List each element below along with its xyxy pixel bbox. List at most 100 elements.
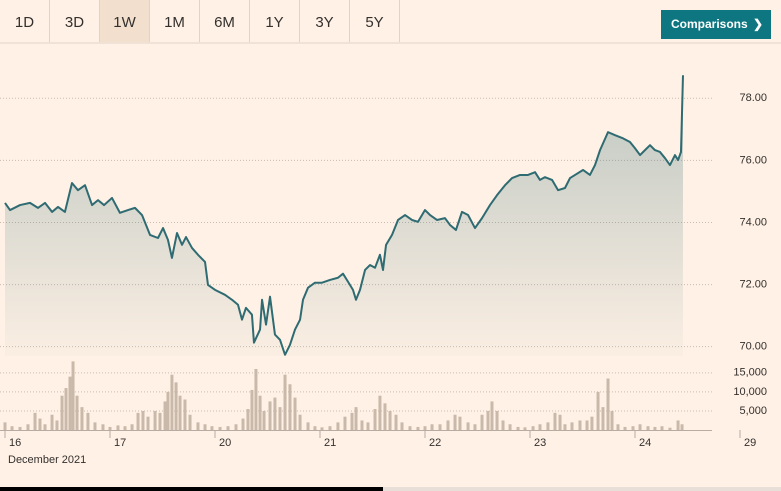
volume-bar bbox=[178, 395, 182, 430]
range-button[interactable]: 3D bbox=[50, 0, 100, 42]
volume-bar bbox=[293, 397, 297, 430]
volume-bar bbox=[378, 395, 382, 430]
volume-bar bbox=[246, 409, 250, 430]
volume-bar bbox=[680, 424, 684, 430]
comparisons-button[interactable]: Comparisons ❯ bbox=[661, 10, 771, 39]
volume-bar bbox=[158, 412, 162, 430]
volume-bar bbox=[486, 410, 490, 430]
volume-bar bbox=[123, 426, 127, 430]
volume-bar bbox=[570, 422, 574, 430]
volume-bar bbox=[3, 422, 7, 430]
volume-bar bbox=[416, 426, 420, 430]
volume-bar bbox=[320, 427, 324, 430]
volume-bar bbox=[33, 412, 37, 430]
volume-bar bbox=[473, 424, 477, 430]
y-tick-label: 76.00 bbox=[739, 154, 767, 166]
range-bar: 1D 3D 1W 1M 6M 1Y 3Y 5Y bbox=[0, 0, 781, 43]
volume-bar bbox=[250, 389, 254, 430]
volume-bar bbox=[210, 426, 214, 430]
volume-bar bbox=[388, 410, 392, 430]
volume-bar bbox=[596, 391, 600, 430]
y-tick-label: 10,000 bbox=[733, 386, 767, 398]
volume-bar bbox=[71, 361, 75, 430]
volume-bar bbox=[18, 426, 22, 430]
range-button[interactable]: 1Y bbox=[250, 0, 300, 42]
volume-bar bbox=[523, 427, 527, 430]
volume-bar bbox=[130, 424, 134, 430]
volume-bar bbox=[10, 426, 14, 430]
volume-bar bbox=[668, 427, 672, 430]
volume-bar bbox=[516, 426, 520, 430]
volume-bar bbox=[313, 426, 317, 430]
volume-bar bbox=[606, 378, 610, 430]
volume-bar bbox=[80, 407, 84, 430]
range-button[interactable]: 1M bbox=[150, 0, 200, 42]
x-tick-label: 22 bbox=[429, 437, 441, 449]
volume-bar bbox=[241, 418, 245, 430]
volume-bar bbox=[108, 426, 112, 430]
y-tick-label: 74.00 bbox=[739, 216, 767, 228]
volume-bar bbox=[563, 424, 567, 430]
volume-bar bbox=[343, 416, 347, 430]
volume-bar bbox=[328, 426, 332, 430]
volume-bar bbox=[258, 395, 262, 430]
volume-bar bbox=[623, 426, 627, 430]
y-tick-label: 72.00 bbox=[739, 278, 767, 290]
volume-bar bbox=[631, 426, 635, 430]
volume-bar bbox=[360, 420, 364, 430]
volume-bar bbox=[153, 410, 157, 430]
range-button[interactable]: 5Y bbox=[350, 0, 400, 42]
volume-bar bbox=[660, 426, 664, 430]
volume-bar bbox=[60, 395, 64, 430]
volume-bar bbox=[196, 422, 200, 430]
volume-bar bbox=[458, 416, 462, 430]
volume-bar bbox=[183, 399, 187, 430]
volume-bar bbox=[495, 410, 499, 430]
volume-bar bbox=[394, 414, 398, 430]
volume-bar bbox=[55, 420, 59, 430]
volume-bar bbox=[366, 422, 370, 430]
volume-bar bbox=[170, 374, 174, 430]
volume-bar bbox=[653, 426, 657, 430]
volume-bar bbox=[203, 424, 207, 430]
volume-bar bbox=[646, 426, 650, 430]
volume-bar bbox=[501, 420, 505, 430]
volume-bar bbox=[400, 422, 404, 430]
volume-bar bbox=[585, 420, 589, 430]
x-tick-label: 23 bbox=[534, 437, 546, 449]
volume-bar bbox=[116, 425, 120, 430]
volume-bar bbox=[336, 422, 340, 430]
volume-bar bbox=[676, 420, 680, 430]
volume-bar bbox=[38, 418, 42, 430]
range-button[interactable]: 3Y bbox=[300, 0, 350, 42]
y-tick-label: 15,000 bbox=[733, 367, 767, 379]
volume-bar bbox=[43, 424, 47, 430]
price-area bbox=[5, 75, 683, 356]
volume-bar bbox=[438, 424, 442, 430]
volume-bar bbox=[218, 426, 222, 430]
price-line bbox=[4, 75, 684, 356]
x-tick-label: 17 bbox=[114, 437, 126, 449]
volume-bar bbox=[546, 422, 550, 430]
volume-bar bbox=[350, 412, 354, 430]
volume-bar bbox=[262, 410, 266, 430]
volume-bar bbox=[616, 424, 620, 430]
volume-bar bbox=[68, 376, 72, 430]
volume-bar bbox=[75, 395, 79, 430]
scroll-indicator bbox=[0, 487, 383, 491]
x-tick-label: 29 bbox=[744, 437, 756, 449]
range-button[interactable]: 1W bbox=[100, 0, 150, 42]
volume-bar bbox=[383, 403, 387, 430]
volume-bar bbox=[531, 426, 535, 430]
y-tick-label: 78.00 bbox=[739, 92, 767, 104]
volume-bar bbox=[408, 426, 412, 430]
volume-bar bbox=[453, 414, 457, 430]
range-button[interactable]: 6M bbox=[200, 0, 250, 42]
range-button[interactable]: 1D bbox=[0, 0, 50, 42]
x-tick-label: 20 bbox=[219, 437, 231, 449]
volume-bar bbox=[188, 414, 192, 430]
volume-bar bbox=[638, 424, 642, 430]
volume-bar bbox=[558, 414, 562, 430]
